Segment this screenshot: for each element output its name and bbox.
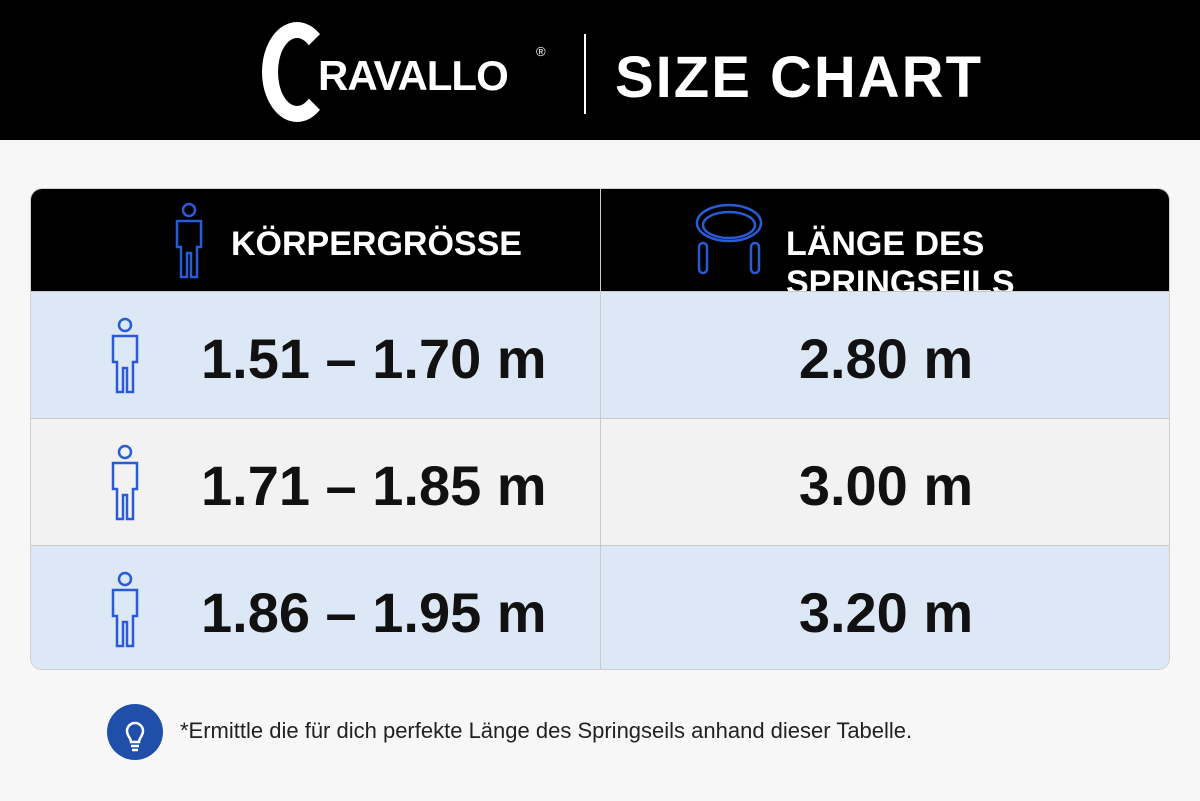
trademark: ® — [536, 44, 546, 59]
person-icon — [111, 571, 139, 648]
height-range: 1.51 – 1.70 m — [201, 327, 547, 390]
header: C RAVALLO ® SIZE CHART — [0, 0, 1200, 140]
rope-length: 2.80 m — [798, 327, 974, 390]
size-table: KÖRPERGRÖSSE LÄNGE DES SPRINGSEILS 1.51 … — [30, 188, 1170, 670]
separator — [584, 34, 586, 114]
height-range: 1.71 – 1.85 m — [201, 454, 547, 517]
logo-initial: C — [262, 30, 263, 31]
lightbulb-icon — [107, 704, 163, 760]
person-icon — [111, 444, 139, 521]
person-icon — [111, 317, 139, 394]
rope-length: 3.00 m — [798, 454, 974, 517]
logo-text: RAVALLO — [318, 52, 509, 99]
header-title: SIZE CHART — [615, 45, 983, 110]
footnote: *Ermittle die für dich perfekte Länge de… — [180, 718, 913, 743]
rope-length: 3.20 m — [798, 581, 974, 644]
height-range: 1.86 – 1.95 m — [201, 581, 547, 644]
column-header: KÖRPERGRÖSSE — [231, 225, 522, 263]
person-icon — [175, 202, 203, 279]
rope-icon — [695, 203, 763, 275]
column-divider — [600, 189, 601, 669]
